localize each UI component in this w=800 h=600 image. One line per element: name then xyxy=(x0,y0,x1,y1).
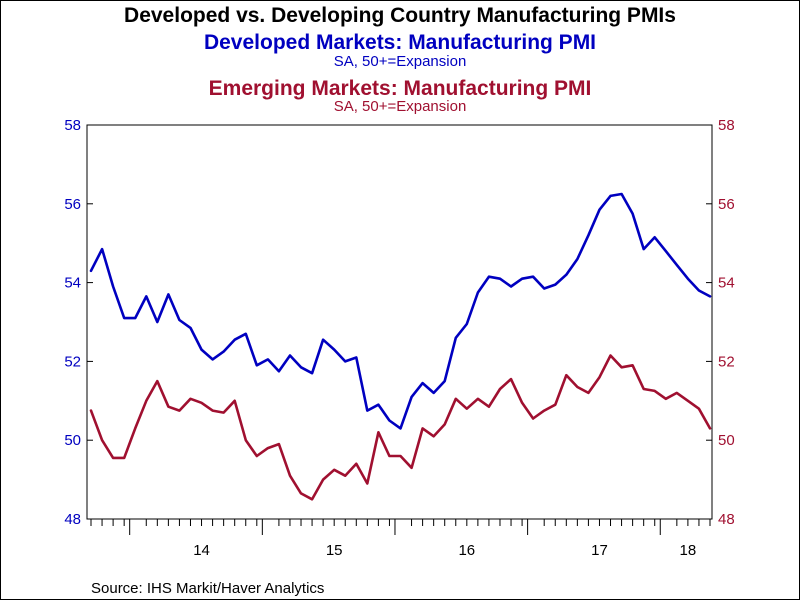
x-tick-label: 15 xyxy=(326,542,343,559)
x-tick-label: 14 xyxy=(193,542,210,559)
x-tick-label: 16 xyxy=(458,542,475,559)
right-y-tick-label: 54 xyxy=(718,275,735,292)
left-y-tick-label: 50 xyxy=(64,432,81,449)
right-y-tick-label: 58 xyxy=(718,117,735,134)
left-y-tick-label: 48 xyxy=(64,511,81,528)
developed-series-line xyxy=(89,192,712,430)
right-y-tick-label: 56 xyxy=(718,196,735,213)
developed-series-subtitle: SA, 50+=Expansion xyxy=(333,53,467,70)
plot-border xyxy=(86,124,713,520)
right-y-tick-label: 48 xyxy=(718,511,735,528)
right-y-tick-label: 50 xyxy=(718,432,735,449)
left-y-tick-label: 58 xyxy=(64,117,81,134)
x-tick-label: 17 xyxy=(591,542,608,559)
emerging-series-title: Emerging Markets: Manufacturing PMI xyxy=(208,77,592,100)
emerging-series-line xyxy=(89,354,712,501)
source-note: Source: IHS Markit/Haver Analytics xyxy=(91,580,325,597)
developed-series-title: Developed Markets: Manufacturing PMI xyxy=(203,31,597,54)
emerging-series-subtitle: SA, 50+=Expansion xyxy=(333,98,467,115)
chart-title: Developed vs. Developing Country Manufac… xyxy=(124,4,676,27)
x-tick-label: 18 xyxy=(680,542,697,559)
left-y-tick-label: 56 xyxy=(64,196,81,213)
left-y-tick-label: 54 xyxy=(64,275,81,292)
left-y-tick-label: 52 xyxy=(64,353,81,370)
right-y-tick-label: 52 xyxy=(718,353,735,370)
